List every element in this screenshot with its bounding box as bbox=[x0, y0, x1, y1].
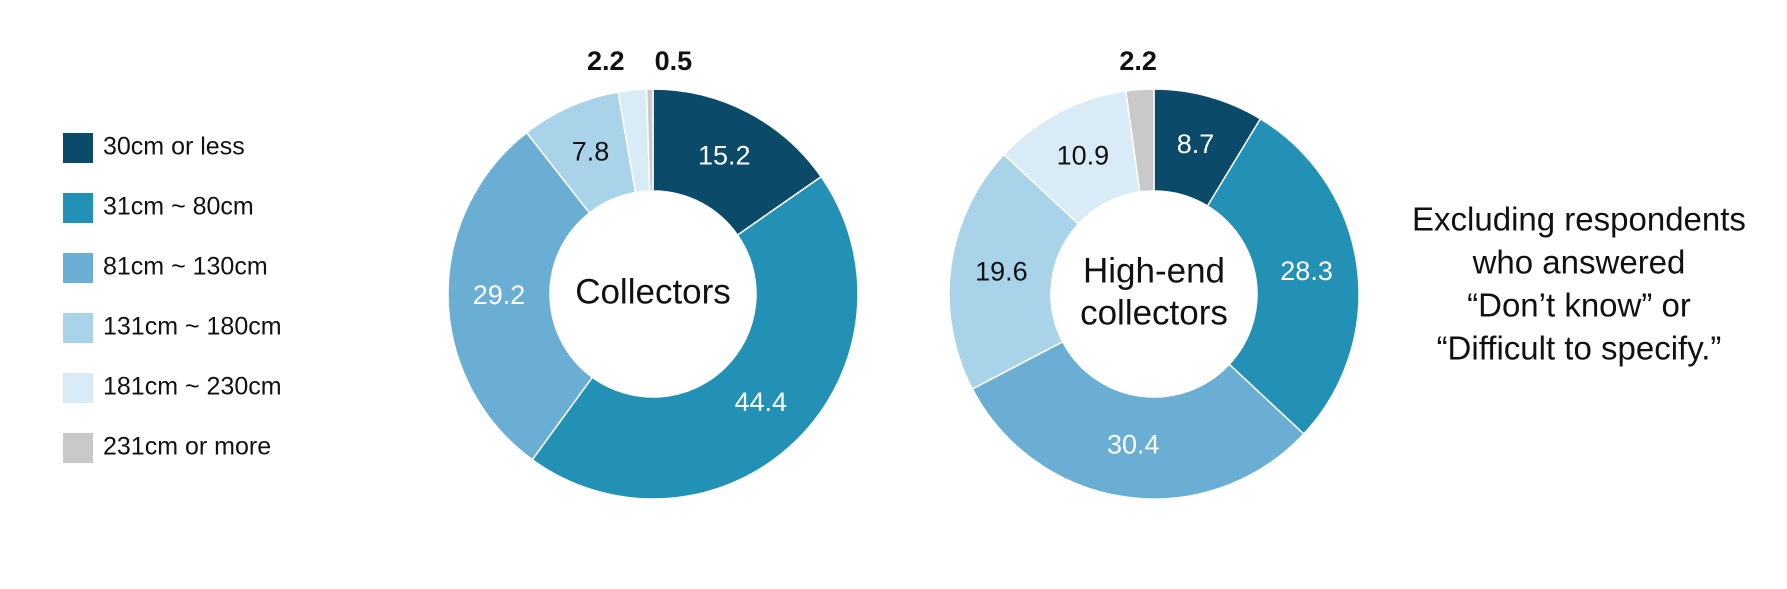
center-label: High-end bbox=[1083, 251, 1225, 290]
value-label: 7.8 bbox=[572, 136, 610, 166]
donut-slice bbox=[652, 88, 823, 237]
value-label: 19.6 bbox=[975, 257, 1028, 287]
value-label: 8.7 bbox=[1177, 129, 1215, 159]
value-label: 0.5 bbox=[655, 46, 693, 76]
legend-swatch bbox=[63, 253, 93, 283]
value-label: 44.4 bbox=[734, 387, 787, 417]
legend-label: 31cm ~ 80cm bbox=[103, 193, 254, 221]
legend-label: 181cm ~ 230cm bbox=[103, 373, 282, 401]
donut-slice bbox=[531, 175, 859, 500]
value-label: 15.2 bbox=[698, 141, 751, 171]
legend-label: 81cm ~ 130cm bbox=[103, 253, 268, 281]
note-text: Excluding respondents bbox=[1412, 201, 1746, 238]
value-label: 2.2 bbox=[587, 46, 625, 76]
note-text: “Difficult to specify.” bbox=[1437, 330, 1722, 367]
value-label: 29.2 bbox=[473, 280, 526, 310]
legend-swatch bbox=[63, 193, 93, 223]
legend-swatch bbox=[63, 373, 93, 403]
legend-label: 131cm ~ 180cm bbox=[103, 313, 282, 341]
center-label: Collectors bbox=[575, 272, 731, 311]
value-label: 10.9 bbox=[1057, 141, 1110, 171]
value-label: 2.2 bbox=[1119, 46, 1157, 76]
donut-slice bbox=[447, 131, 594, 461]
center-label: collectors bbox=[1080, 293, 1228, 332]
legend-swatch bbox=[63, 133, 93, 163]
legend-swatch bbox=[63, 313, 93, 343]
value-label: 28.3 bbox=[1280, 256, 1333, 286]
note-text: “Don’t know” or bbox=[1467, 287, 1691, 324]
donut-slice bbox=[971, 340, 1305, 500]
note-text: who answered bbox=[1472, 244, 1686, 281]
legend-label: 231cm or more bbox=[103, 433, 271, 461]
donut-slice bbox=[645, 88, 654, 192]
legend-swatch bbox=[63, 433, 93, 463]
donut-slice bbox=[1124, 88, 1155, 193]
donut-slice bbox=[948, 153, 1080, 390]
legend-label: 30cm or less bbox=[103, 133, 245, 161]
donut-slice bbox=[1206, 117, 1360, 436]
value-label: 30.4 bbox=[1107, 430, 1160, 460]
